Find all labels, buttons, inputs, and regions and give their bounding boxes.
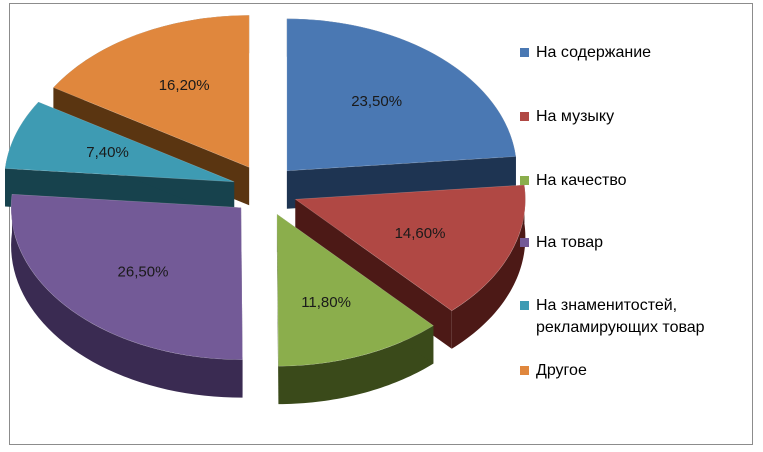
legend-item-soderzhanie: На содержание: [520, 42, 651, 64]
legend-swatch-znamenitostei: [520, 301, 529, 310]
legend-label-drugoe: Другое: [536, 362, 587, 379]
legend-item-tovar: На товар: [520, 232, 603, 254]
pie-slice-drugoe: [52, 14, 250, 168]
slice-label-kachestvo: 11,80%: [301, 294, 351, 311]
slice-label-tovar: 26,50%: [118, 263, 169, 280]
legend-swatch-soderzhanie: [520, 48, 529, 57]
legend-item-kachestvo: На качество: [520, 170, 627, 192]
legend-label-tovar: На товар: [536, 234, 604, 251]
slice-label-znamenitostei: 7,40%: [86, 144, 129, 161]
pie-side-tovar: [11, 194, 243, 398]
legend-label-znamenitostei: На знаменитостей, рекламирующих товар: [536, 297, 705, 336]
pie-slice-znamenitostei: [4, 101, 235, 183]
legend-item-znamenitostei: На знаменитостей, рекламирующих товар: [520, 295, 705, 339]
pie-slice-tovar: [10, 193, 243, 360]
legend-item-muzyku: На музыку: [520, 106, 614, 128]
legend-swatch-tovar: [520, 238, 529, 247]
slice-label-drugoe: 16,20%: [159, 77, 210, 94]
legend-item-drugoe: Другое: [520, 360, 587, 382]
pie-slice-muzyku: [294, 184, 526, 312]
legend-label-muzyku: На музыку: [536, 108, 615, 125]
slice-label-soderzhanie: 23,50%: [351, 93, 402, 110]
pie-side-muzyku: [451, 184, 526, 349]
pie-side-kachestvo: [278, 325, 434, 405]
pie-slice-kachestvo: [276, 213, 434, 367]
legend-label-kachestvo: На качество: [536, 172, 627, 189]
legend-label-soderzhanie: На содержание: [536, 44, 652, 61]
legend-swatch-kachestvo: [520, 176, 529, 185]
pie-slice-soderzhanie: [286, 18, 517, 172]
slice-label-muzyku: 14,60%: [395, 225, 446, 242]
legend-swatch-drugoe: [520, 366, 529, 375]
legend-swatch-muzyku: [520, 112, 529, 121]
pie-wall-kachestvo-1: [276, 214, 279, 405]
